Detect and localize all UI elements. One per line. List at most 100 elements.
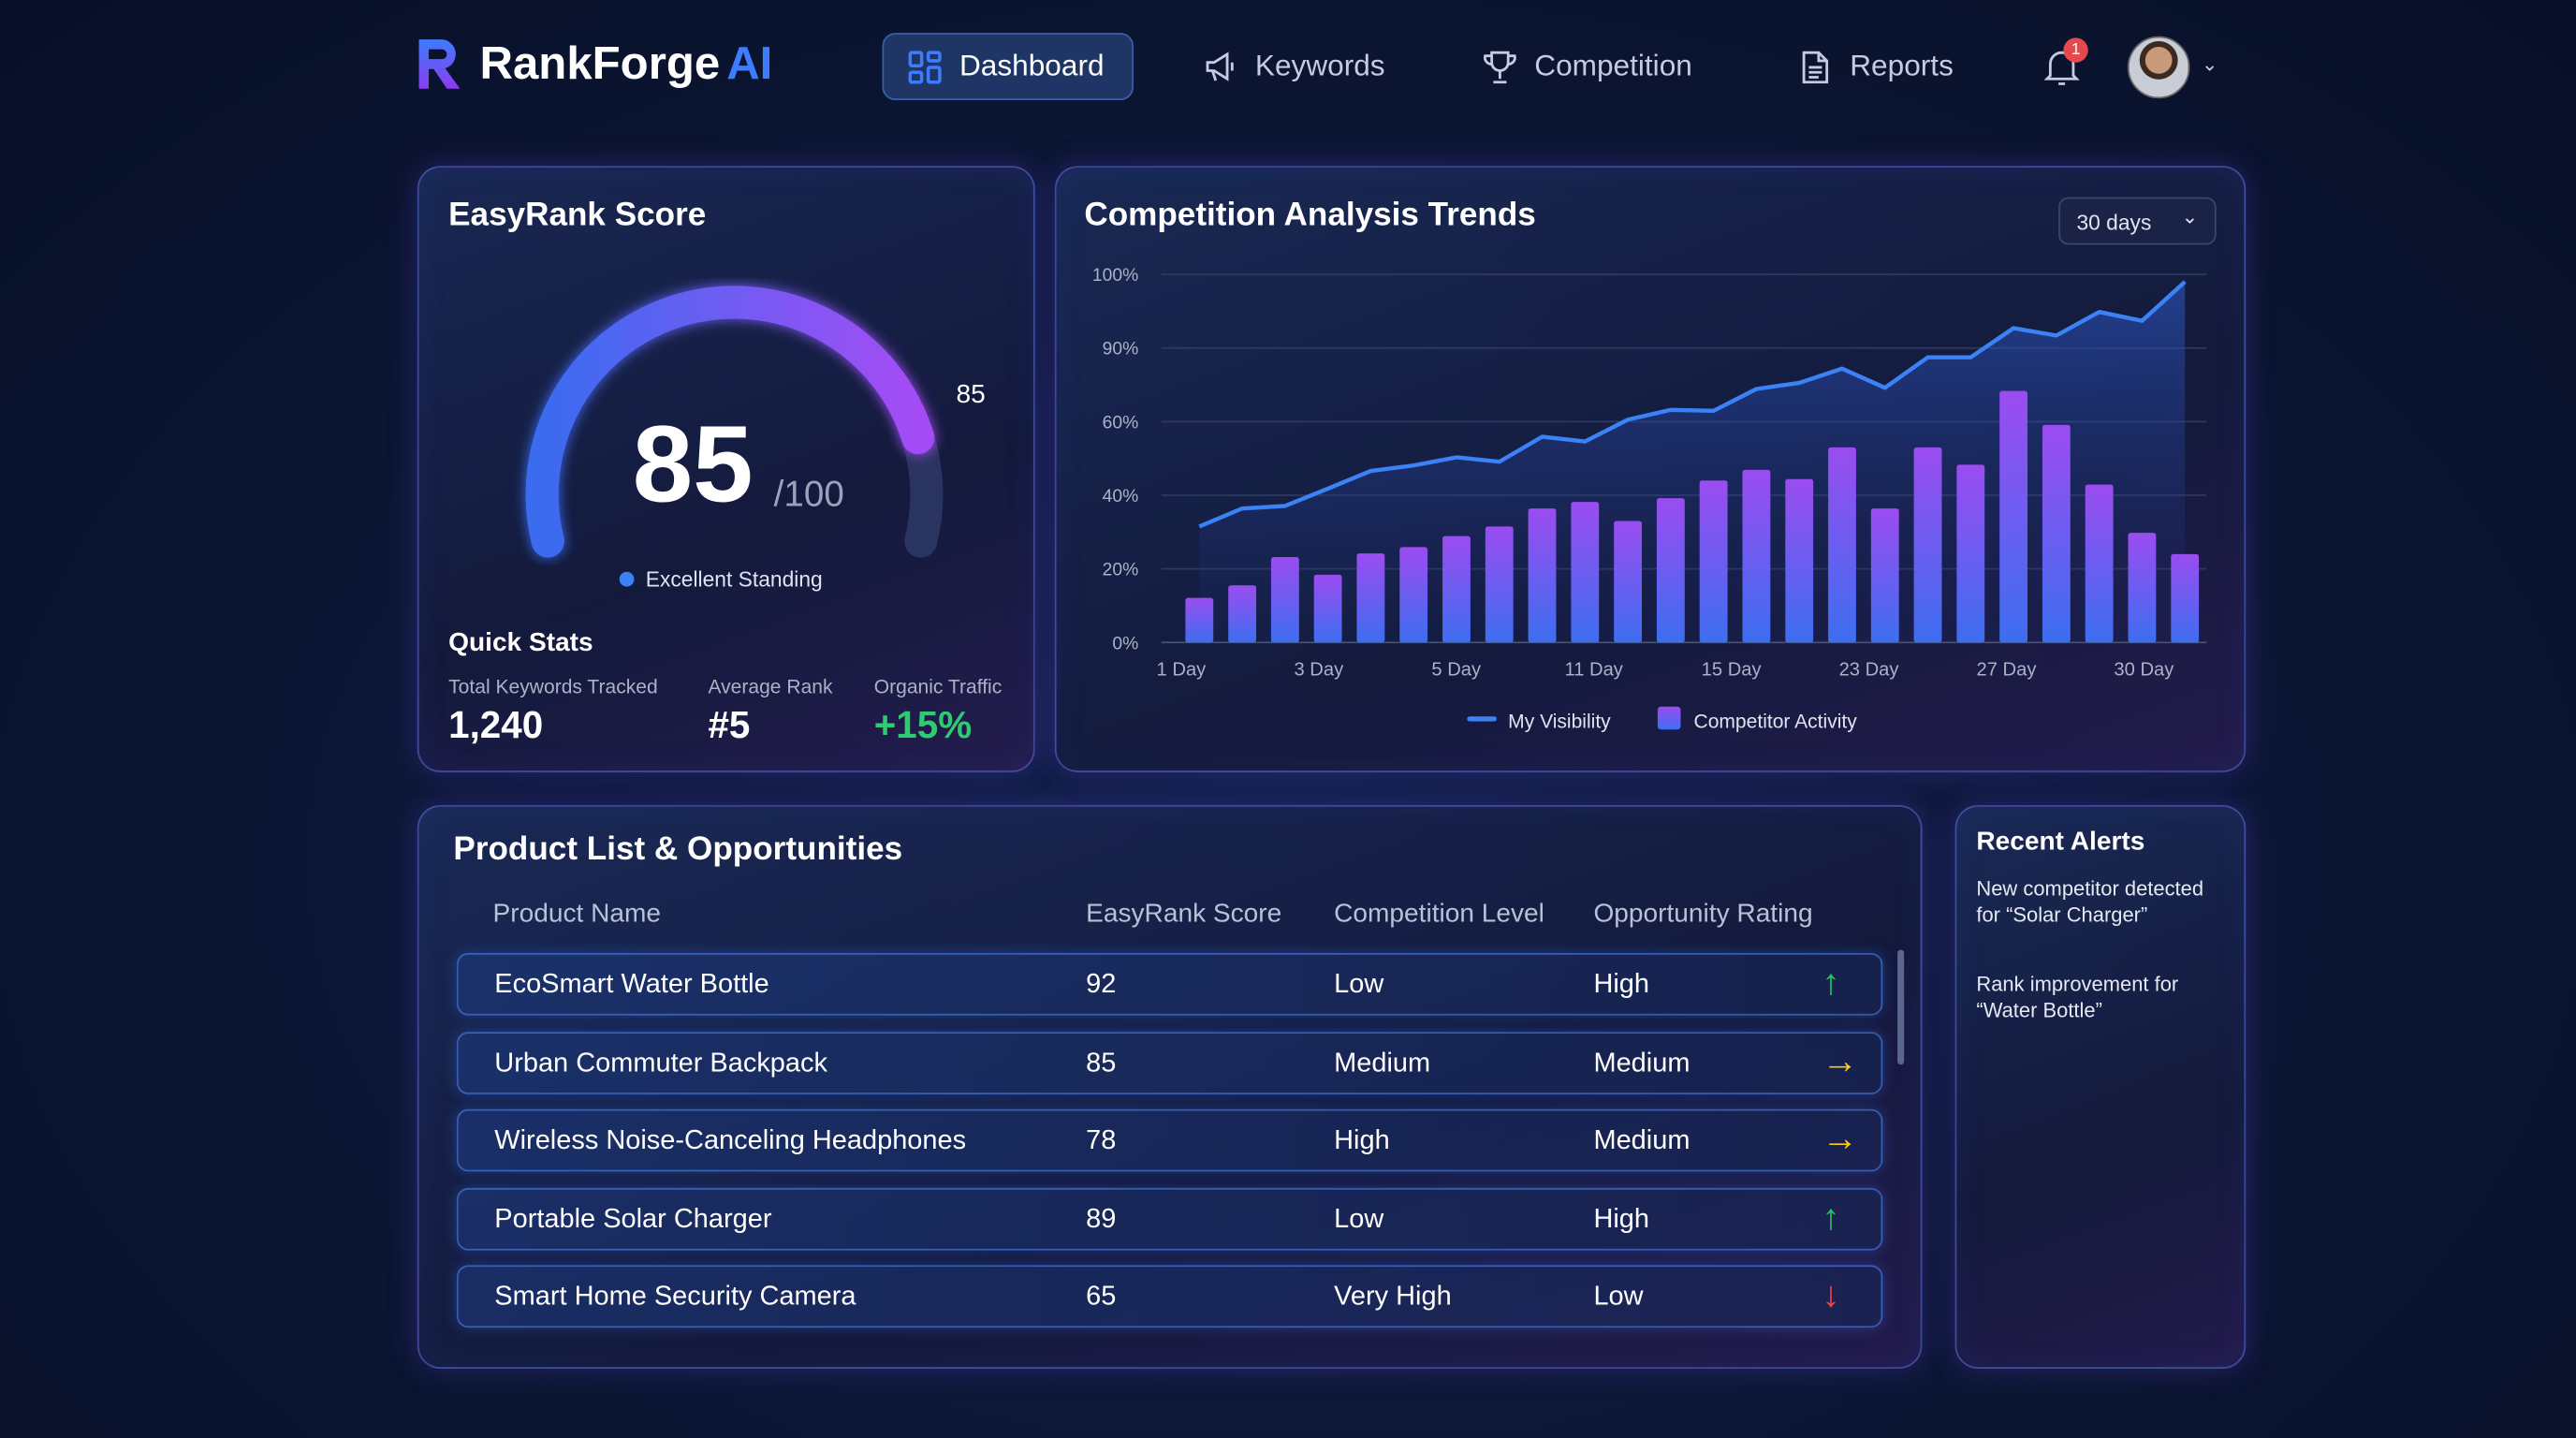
competitor-activity-bar — [1870, 508, 1899, 643]
competitor-activity-bar — [2085, 484, 2114, 643]
card-title: Recent Alerts — [1976, 828, 2145, 857]
user-avatar[interactable] — [2127, 36, 2190, 99]
product-score: 78 — [1086, 1125, 1117, 1156]
competitor-activity-bar — [2042, 424, 2071, 643]
y-tick-label: 90% — [1103, 340, 1139, 360]
visibility-area — [1199, 281, 2186, 643]
legend-bar-icon — [1657, 706, 1681, 730]
legend-label[interactable]: My Visibility — [1508, 712, 1611, 733]
chevron-down-icon[interactable]: ⌄ — [2201, 52, 2218, 76]
alert-item[interactable]: New competitor detected for “Solar Charg… — [1976, 877, 2204, 927]
recent-alerts-card: Recent Alerts New competitor detected fo… — [1954, 804, 2247, 1369]
gauge-label: 85 — [956, 379, 985, 408]
table-row[interactable]: EcoSmart Water Bottle 92 Low High ↑ — [456, 952, 1883, 1016]
competition-level: Medium — [1334, 1048, 1431, 1078]
table-row[interactable]: Smart Home Security Camera 65 Very High … — [456, 1266, 1883, 1328]
opportunity-rating: Medium — [1593, 1125, 1690, 1156]
x-tick-label: 1 Day — [1157, 659, 1208, 680]
nav-competition[interactable]: Competition — [1459, 33, 1716, 100]
trend-right-arrow-icon: → — [1822, 1039, 1859, 1081]
grid-icon — [908, 50, 942, 83]
product-score: 92 — [1086, 969, 1117, 1000]
competitor-activity-bar — [1528, 508, 1557, 643]
competitor-activity-bar — [1656, 498, 1685, 643]
visibility-line — [1198, 280, 2187, 529]
opportunity-rating: High — [1593, 969, 1650, 1000]
competitor-activity-bar — [2128, 533, 2157, 643]
product-name: Smart Home Security Camera — [494, 1282, 856, 1313]
trend-right-arrow-icon: → — [1822, 1117, 1859, 1159]
competitor-activity-bar — [1270, 557, 1299, 643]
product-name: Portable Solar Charger — [494, 1204, 772, 1234]
table-scrollbar[interactable] — [1897, 949, 1905, 1065]
notification-badge: 1 — [2063, 37, 2088, 63]
stat-label: Average Rank — [708, 675, 833, 698]
product-name: Urban Commuter Backpack — [494, 1048, 827, 1078]
megaphone-icon — [1206, 51, 1234, 81]
competitor-activity-bar — [1785, 478, 1814, 643]
chevron-down-icon: ⌄ — [2181, 205, 2199, 228]
competitor-activity-bar — [1999, 390, 2028, 643]
nav-keywords[interactable]: Keywords — [1179, 33, 1408, 100]
document-icon — [1802, 50, 1829, 83]
app-logo[interactable]: RankForge AI — [414, 37, 772, 93]
y-tick-label: 100% — [1092, 266, 1138, 286]
range-select[interactable]: 30 days ⌄ — [2058, 197, 2217, 245]
competitor-activity-bar — [1313, 574, 1342, 643]
nav-dashboard[interactable]: Dashboard — [882, 33, 1134, 101]
app-name: RankForge — [479, 37, 721, 89]
app-name-suffix: AI — [726, 37, 773, 89]
y-tick-label: 40% — [1103, 487, 1139, 506]
y-tick-label: 60% — [1103, 413, 1139, 433]
nav-label: Competition — [1534, 49, 1692, 82]
table-row[interactable]: Urban Commuter Backpack 85 Medium Medium… — [456, 1031, 1883, 1094]
opportunity-rating: High — [1593, 1204, 1650, 1234]
nav-label: Dashboard — [959, 49, 1105, 82]
product-score: 85 — [1086, 1048, 1117, 1078]
column-header[interactable]: Product Name — [492, 900, 662, 929]
x-tick-label: 23 Day — [1839, 659, 1900, 680]
card-title: EasyRank Score — [448, 197, 707, 234]
competitor-activity-bar — [1742, 469, 1771, 643]
competitor-activity-bar — [1699, 480, 1728, 643]
trend-up-arrow-icon: ↑ — [1822, 1196, 1840, 1238]
score-max: /100 — [773, 473, 844, 515]
table-row[interactable]: Portable Solar Charger 89 Low High ↑ — [456, 1187, 1883, 1251]
product-name: Wireless Noise-Canceling Headphones — [494, 1125, 967, 1156]
nav-label: Reports — [1850, 49, 1954, 82]
x-tick-label: 11 Day — [1564, 659, 1623, 680]
competition-level: Very High — [1334, 1282, 1452, 1313]
competitor-activity-bar — [1913, 447, 1942, 643]
table-row[interactable]: Wireless Noise-Canceling Headphones 78 H… — [456, 1109, 1883, 1172]
legend-line-icon — [1467, 716, 1497, 722]
x-tick-label: 15 Day — [1702, 659, 1763, 680]
competition-level: High — [1334, 1125, 1390, 1156]
range-value: 30 days — [2076, 210, 2152, 235]
legend-label[interactable]: Competitor Activity — [1694, 712, 1858, 733]
column-header[interactable]: Opportunity Rating — [1593, 900, 1813, 929]
x-tick-label: 5 Day — [1431, 659, 1482, 680]
product-name: EcoSmart Water Bottle — [494, 969, 769, 1000]
stat-value: 1,240 — [448, 703, 544, 746]
y-tick-label: 0% — [1112, 634, 1138, 653]
column-header[interactable]: Competition Level — [1334, 900, 1544, 929]
easyrank-score-card: EasyRank Score 85 85 /100 Excellent Stan… — [417, 166, 1035, 772]
nav-label: Keywords — [1254, 49, 1385, 82]
quick-stats-title: Quick Stats — [448, 629, 593, 658]
stat-label: Total Keywords Tracked — [448, 675, 658, 698]
trend-up-arrow-icon: ↑ — [1822, 961, 1840, 1003]
column-header[interactable]: EasyRank Score — [1086, 900, 1282, 929]
competition-trends-card: Competition Analysis Trends 30 days ⌄ 0%… — [1054, 166, 2247, 772]
competitor-activity-bar — [1185, 597, 1214, 643]
opportunity-rating: Medium — [1593, 1048, 1690, 1078]
stat-value: +15% — [873, 703, 973, 746]
gauge-fill — [525, 286, 935, 558]
competitor-activity-bar — [1399, 547, 1428, 643]
status-badge: Excellent Standing — [619, 567, 823, 592]
notifications-button[interactable]: 1 — [2042, 37, 2088, 89]
x-tick-label: 3 Day — [1294, 659, 1344, 680]
status-dot-icon — [619, 571, 635, 587]
opportunity-rating: Low — [1593, 1282, 1644, 1313]
nav-reports[interactable]: Reports — [1775, 33, 1977, 100]
alert-item[interactable]: Rank improvement for “Water Bottle” — [1976, 973, 2179, 1022]
